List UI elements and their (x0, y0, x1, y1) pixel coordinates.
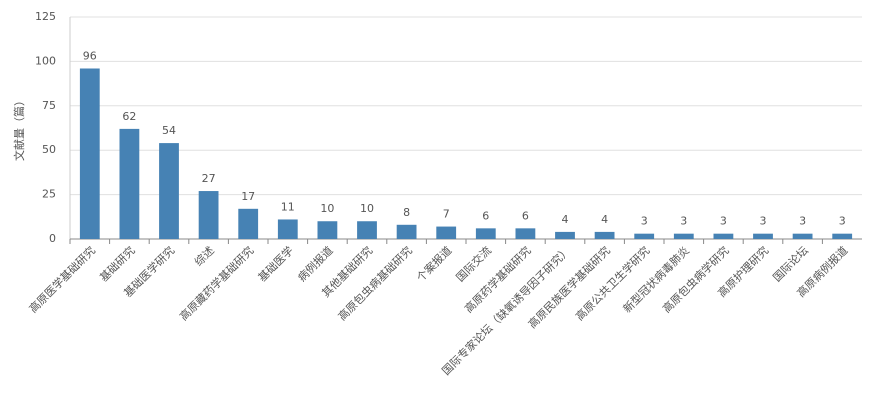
x-tick-label: 高原藏药学基础研究 (177, 243, 257, 323)
bar (515, 228, 536, 239)
x-tick-label: 高原公共卫生学研究 (573, 243, 653, 323)
value-label: 96 (83, 50, 97, 63)
bar (634, 233, 655, 239)
x-tick-label: 新型冠状病毒肺炎 (620, 243, 692, 315)
bar (792, 233, 813, 239)
value-label: 3 (680, 215, 687, 228)
bar (753, 233, 773, 239)
bar (119, 128, 140, 239)
bar (357, 221, 377, 239)
y-tick-label: 75 (42, 99, 56, 112)
bar (277, 219, 298, 239)
value-label: 27 (202, 172, 216, 185)
x-tick-label: 高原包虫病学研究 (660, 243, 732, 315)
y-axis-label: 文献量（篇） (12, 95, 26, 161)
bar (198, 191, 219, 239)
value-label: 6 (522, 209, 529, 222)
y-tick-label: 125 (35, 10, 56, 23)
bar (594, 231, 615, 239)
x-tick-label: 病例报道 (295, 243, 336, 284)
bar (713, 233, 734, 239)
value-label: 11 (281, 200, 295, 213)
value-label: 4 (562, 213, 569, 226)
value-label: 3 (799, 215, 806, 228)
bar (832, 233, 853, 239)
value-label: 10 (360, 202, 374, 215)
y-tick-label: 0 (49, 232, 56, 245)
value-label: 62 (122, 110, 136, 123)
value-label: 10 (320, 202, 334, 215)
x-tick-label: 综述 (191, 243, 216, 268)
bar (475, 228, 496, 239)
y-tick-label: 100 (35, 54, 56, 67)
value-label: 4 (601, 213, 608, 226)
value-label: 3 (641, 215, 648, 228)
bar (238, 208, 259, 239)
bar (396, 224, 417, 239)
value-label: 3 (720, 215, 727, 228)
x-tick-label: 高原包虫病基础研究 (335, 243, 415, 323)
x-tick-label: 高原医学基础研究 (26, 243, 98, 315)
bar (159, 143, 179, 239)
value-label: 8 (403, 206, 410, 219)
bar (555, 231, 575, 239)
x-tick-label: 国际交流 (453, 243, 494, 284)
x-tick-label: 基础研究 (97, 243, 138, 284)
x-tick-label: 国际论坛 (770, 243, 811, 284)
value-label: 54 (162, 124, 176, 137)
value-label: 17 (241, 190, 255, 203)
value-label: 6 (482, 209, 489, 222)
bar (436, 226, 457, 239)
value-label: 3 (839, 215, 846, 228)
value-label: 3 (760, 215, 767, 228)
x-tick-label: 高原药学基础研究 (462, 243, 534, 315)
value-label: 7 (443, 208, 450, 221)
y-tick-label: 25 (42, 188, 56, 201)
bar (317, 221, 338, 239)
x-tick-label: 个案报道 (413, 243, 454, 284)
y-tick-label: 50 (42, 143, 56, 156)
x-tick-label: 基础医学 (255, 243, 296, 284)
bar (673, 233, 694, 239)
bar (79, 68, 100, 239)
